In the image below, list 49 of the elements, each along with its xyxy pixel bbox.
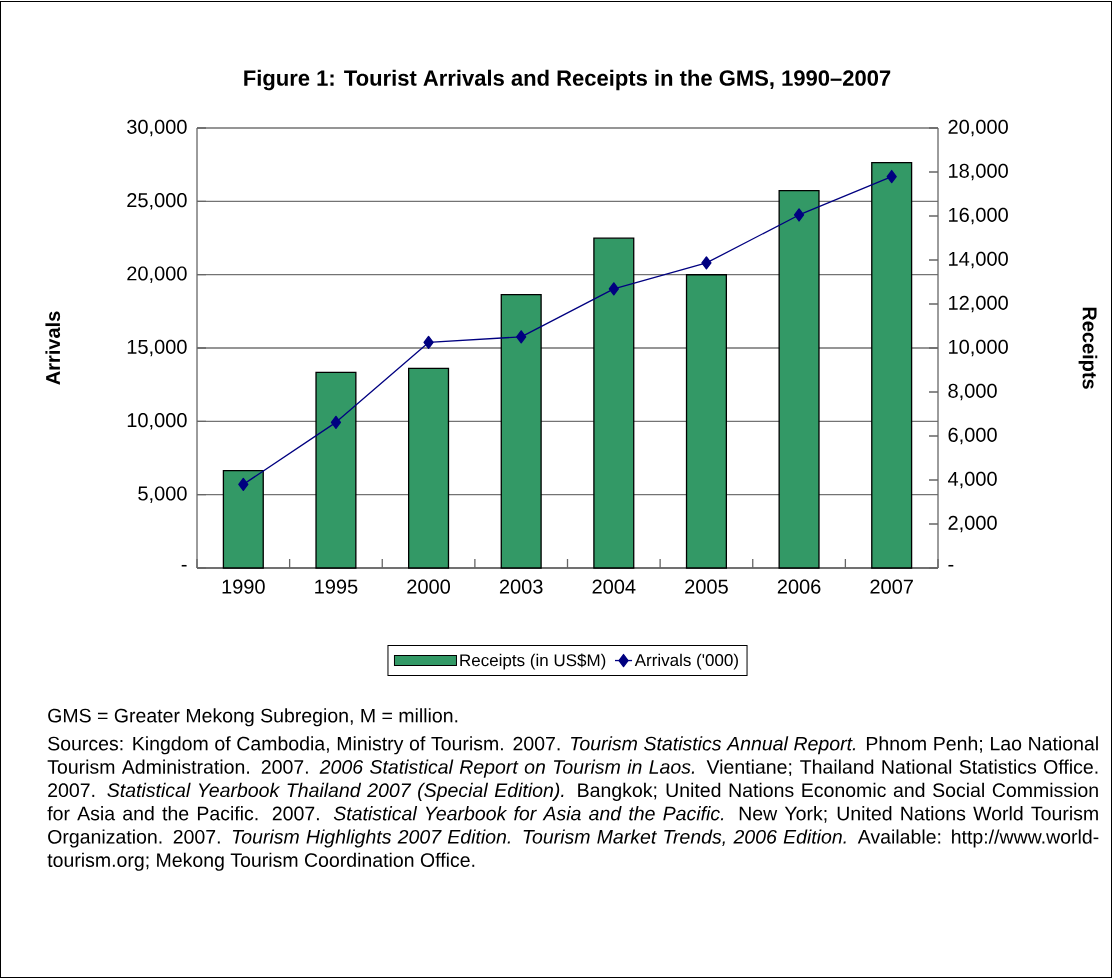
y2-tick-label: 18,000 [949,163,1008,181]
point [330,415,342,430]
point [238,477,249,492]
y-tick-label: 15,000 [127,339,187,357]
y-tick-label: 20,000 [127,266,187,283]
x-tick-label: 2003 [499,579,543,594]
bar [500,293,542,569]
legend-label: Receipts (in US$M) [460,653,606,670]
y2-tick-label: 8,000 [948,383,997,401]
legend-label: Arrivals ('000) [634,653,738,670]
y2-tick-label: 12,000 [949,295,1008,313]
y2-tick-label: 16,000 [949,207,1008,225]
bar [871,161,913,569]
y-tick-label: 10,000 [127,413,187,430]
x-tick-label: 2000 [407,579,451,594]
bar [593,237,635,569]
y2-tick-label: - [948,564,954,567]
y-tick-label: 30,000 [127,119,187,137]
y-tick-label: 25,000 [127,193,187,210]
point [886,169,897,184]
point [608,282,619,296]
x-tick-label: 2006 [777,579,821,594]
x-tick-label: 1995 [315,579,358,594]
y2-axis-title: Receipts [1078,307,1098,389]
y2-tick-label: 10,000 [949,339,1008,357]
bar [315,371,357,569]
y2-tick-label: 6,000 [948,427,997,445]
x-tick-label: 2007 [870,579,913,594]
y-axis-title: Arrivals [45,311,61,385]
y2-tick-label: 4,000 [947,471,997,489]
y-tick-label: 5,000 [138,486,187,503]
point [701,256,712,270]
y-tick-label: - [181,564,187,567]
bar [778,190,820,569]
bar [685,274,727,569]
y2-tick-label: 2,000 [948,515,997,533]
chart-title: Figure 1: Tourist Arrivals and Receipts in the GMS, 1990–2007 [244,69,891,91]
text: GMS = Greater Mekong Subregion, M = million. [48,708,458,727]
point [423,335,434,350]
x-tick-label: 2004 [592,579,636,594]
y2-tick-label: 14,000 [949,251,1008,269]
bar [408,367,450,569]
y2-tick-label: 20,000 [948,119,1008,137]
bar [222,469,264,569]
point [793,208,805,222]
text: Sources: Kingdom of Cambodia, Ministry of Tourism. 2007. Tourism Statistics Annual Report. Phnom Penh; Lao National Tourism Administration. 2007. 2006 Statistical Report on Tourism in Laos. Vientiane; Thailand National Statistics Office. 2007. Statistical Yearbook Thailand 2007 (Special Edition). Bangkok; United Nations Economic and Social Commission for Asia and the Pacific. 2007. Statistical Yearbook for Asia and the Pacific. New York; United Nations World Tourism Organization. 2007. Tourism Highlights 2007 Edition. Tourism Market Trends, 2006 Edition. Available: http://www.world-tourism.org; Mekong Tourism Coordination Office. [47,736,1099,871]
point [516,330,527,344]
x-tick-label: 2005 [685,579,728,594]
x-tick-label: 1990 [222,579,265,594]
